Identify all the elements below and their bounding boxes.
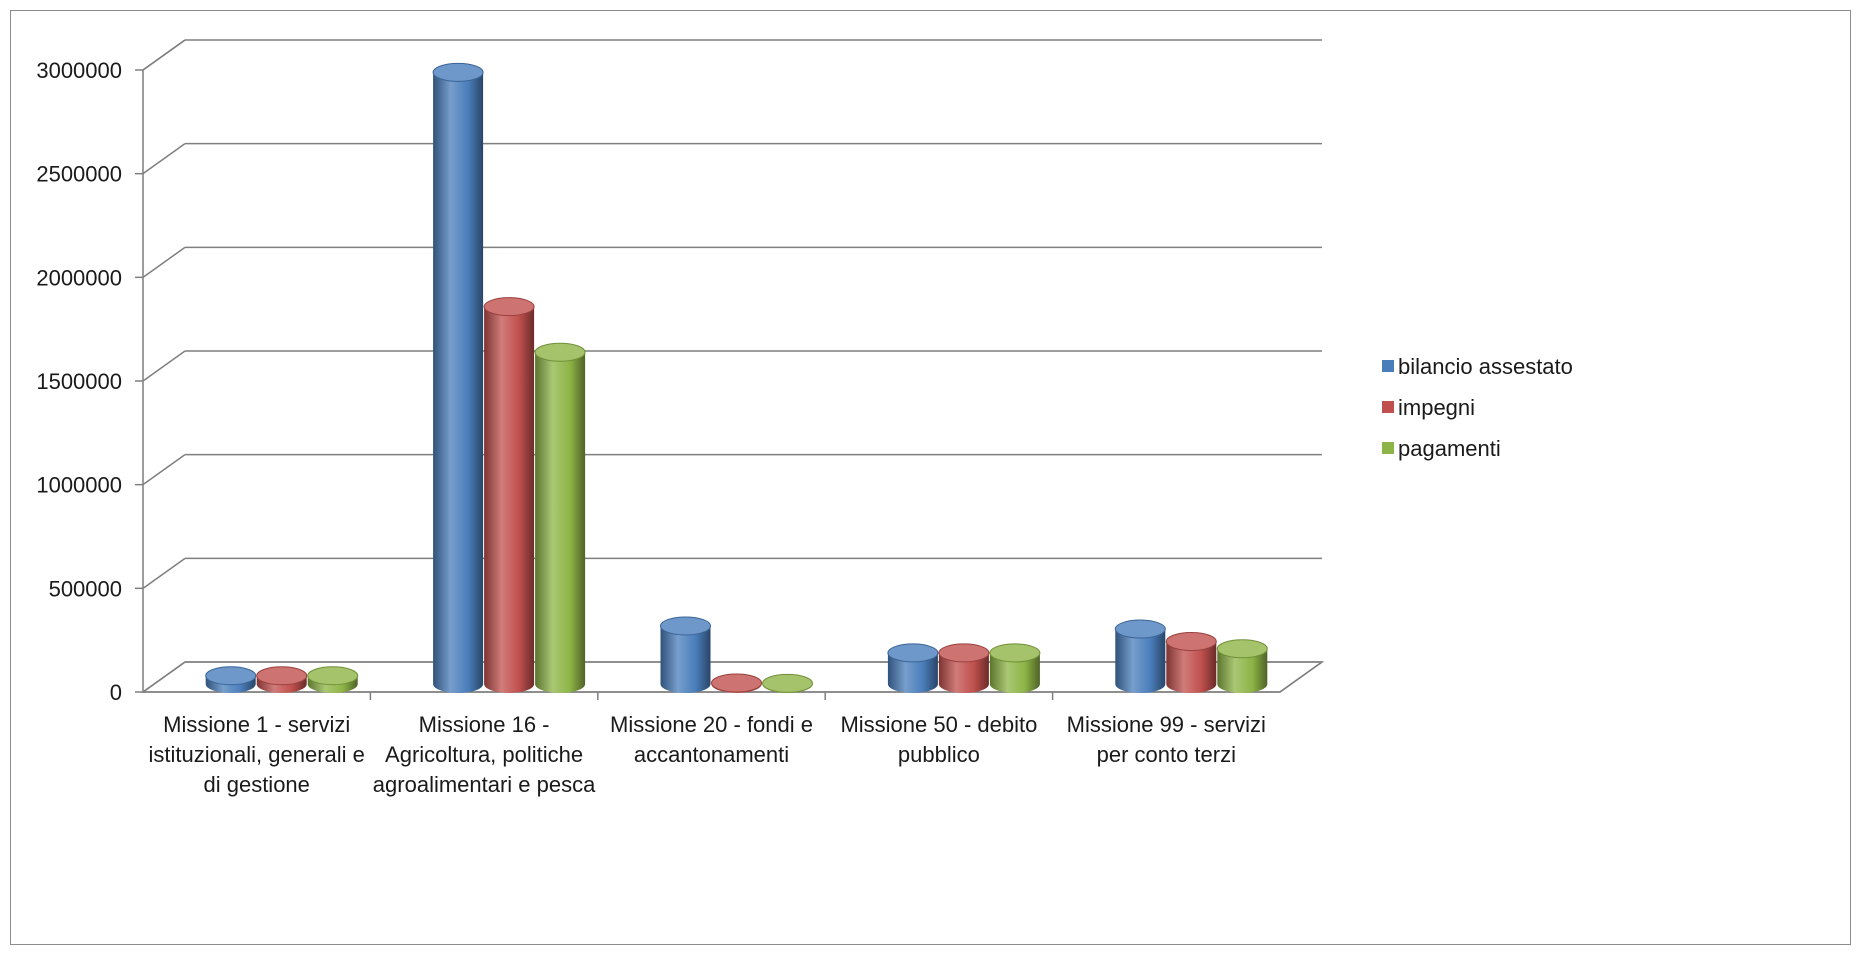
chart-frame [10,10,1851,945]
bar [711,673,762,693]
y-axis-tick-labels: 0 500000 1000000 1500000 2000000 2500000 30000… [36,58,122,705]
bar-top [307,666,359,686]
bar [307,666,359,693]
gridline-depth [142,39,186,71]
bar-top [989,643,1041,663]
y-tick-label: 2000000 [36,265,122,290]
chart-back-wall [140,39,1325,693]
y-tick-label: 1000000 [36,473,122,498]
x-category-label: agroalimentari e pesca [373,772,596,797]
bar-body [660,625,711,693]
bar [1114,619,1166,693]
gridline-depth [142,454,186,486]
bar [989,643,1041,693]
bar [1216,639,1268,693]
bar-top [483,297,535,317]
bar [762,673,813,693]
bar-top [432,62,484,82]
bar-body [433,72,484,693]
legend-swatch [1382,401,1394,413]
bar-body [938,652,989,693]
bar-top [887,643,939,663]
x-category-label: istituzionali, generali e [148,742,364,767]
legend-swatch [1382,360,1394,372]
bar-body [1115,629,1166,693]
bar [205,666,257,693]
bar [534,342,586,693]
legend-entry: impegni [1398,395,1475,420]
legend: bilancio assestato impegni pagamenti [1382,354,1573,461]
bar-top [205,666,257,686]
x-category-label: pubblico [898,742,980,767]
bar-top [1114,619,1166,639]
bar [256,666,308,693]
y-tick-label: 3000000 [36,58,122,83]
gridline-depth [142,350,186,382]
bar-body [1217,648,1268,693]
x-category-label: Missione 50 - debito [840,712,1037,737]
y-tick-label: 0 [110,680,122,705]
bar-body [989,652,1040,693]
bar [483,297,535,693]
bar-body [887,652,938,693]
gridline-depth [142,143,186,175]
bar-top [256,666,308,686]
x-category-label: accantonamenti [634,742,789,767]
bar-body [535,352,586,693]
x-category-label: Missione 99 - servizi [1067,712,1266,737]
x-category-label: di gestione [203,772,309,797]
bar [1165,631,1217,693]
bar-top [762,673,813,693]
x-category-label: Missione 20 - fondi e [610,712,813,737]
bar-top [1165,631,1217,651]
bar [432,62,484,693]
bar-top [660,616,711,636]
x-category-label: Missione 1 - servizi [163,712,350,737]
legend-entry: pagamenti [1398,436,1501,461]
legend-swatch [1382,442,1394,454]
bars [205,62,1268,693]
gridlines [142,39,1322,693]
y-tick-label: 500000 [49,576,122,601]
bar [887,643,939,693]
gridline-depth [142,246,186,278]
bar-top [711,673,762,693]
x-axis-category-labels: Missione 1 - servizi istituzionali, gener… [148,712,1265,797]
x-category-label: Missione 16 - [419,712,550,737]
gridline-depth [142,661,186,693]
x-axis-depth-line [1279,661,1323,693]
bar [938,643,990,693]
axes [135,69,1323,700]
y-tick-label: 2500000 [36,162,122,187]
bar-body [484,306,535,693]
bar-top [534,342,586,362]
bar [660,616,711,693]
bar-body [1166,641,1217,693]
legend-entry: bilancio assestato [1398,354,1573,379]
bar-top [1216,639,1268,659]
bar-top [938,643,990,663]
gridline-depth [142,557,186,589]
x-category-label: Agricoltura, politiche [385,742,583,767]
y-tick-label: 1500000 [36,369,122,394]
x-category-label: per conto terzi [1097,742,1236,767]
